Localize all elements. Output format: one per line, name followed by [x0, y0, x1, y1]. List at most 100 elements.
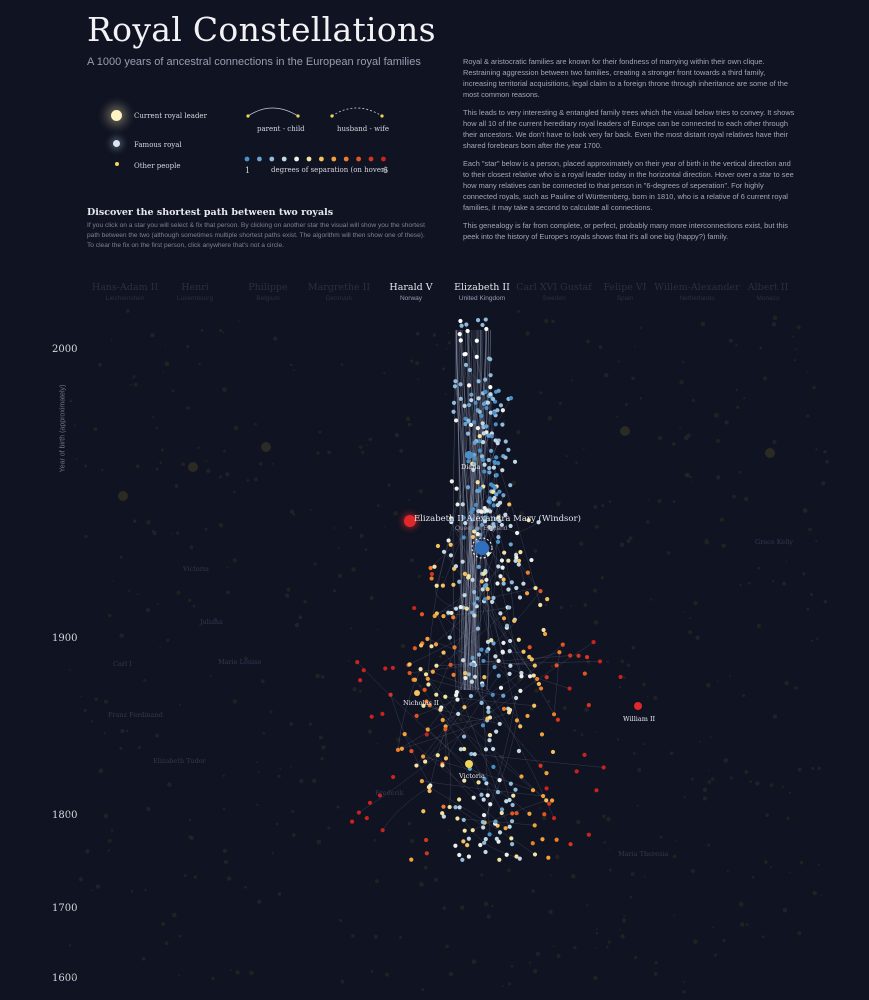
person-star[interactable] — [518, 724, 523, 729]
person-star[interactable] — [560, 642, 565, 647]
background-person-star[interactable] — [333, 527, 336, 529]
background-person-star[interactable] — [373, 838, 377, 842]
person-star[interactable] — [508, 396, 514, 401]
person-star[interactable] — [491, 410, 497, 416]
background-person-star[interactable] — [716, 438, 720, 443]
person-star[interactable] — [430, 669, 435, 674]
person-star[interactable] — [492, 664, 497, 670]
person-star[interactable] — [470, 828, 475, 833]
person-star[interactable] — [591, 639, 596, 645]
background-person-star[interactable] — [405, 416, 411, 422]
person-star[interactable] — [483, 849, 488, 855]
background-person-star[interactable] — [315, 673, 320, 679]
background-royal-star[interactable] — [261, 442, 271, 452]
person-star[interactable] — [463, 521, 468, 526]
person-star[interactable] — [506, 587, 511, 592]
background-person-star[interactable] — [533, 549, 538, 553]
background-person-star[interactable] — [119, 746, 123, 750]
background-person-star[interactable] — [683, 435, 689, 441]
background-person-star[interactable] — [455, 393, 458, 396]
person-star[interactable] — [458, 318, 463, 324]
person-star[interactable] — [508, 483, 513, 488]
background-person-star[interactable] — [222, 387, 227, 393]
background-person-star[interactable] — [672, 442, 676, 446]
person-star[interactable] — [531, 673, 536, 678]
background-person-star[interactable] — [352, 687, 357, 692]
person-star[interactable] — [476, 652, 482, 657]
background-person-star[interactable] — [556, 953, 561, 958]
person-star[interactable] — [493, 422, 498, 427]
background-person-star[interactable] — [150, 332, 155, 338]
background-person-star[interactable] — [631, 376, 635, 381]
person-star[interactable] — [440, 717, 445, 723]
background-person-star[interactable] — [714, 413, 719, 418]
person-star[interactable] — [481, 401, 487, 407]
background-person-star[interactable] — [143, 678, 147, 682]
background-person-star[interactable] — [619, 542, 625, 547]
background-person-star[interactable] — [232, 558, 237, 563]
background-person-star[interactable] — [742, 694, 745, 697]
background-person-star[interactable] — [399, 732, 402, 735]
background-person-star[interactable] — [622, 676, 626, 679]
background-person-star[interactable] — [682, 360, 685, 364]
background-person-star[interactable] — [160, 448, 164, 452]
background-person-star[interactable] — [545, 603, 548, 607]
background-person-star[interactable] — [782, 907, 788, 913]
person-star[interactable] — [508, 638, 513, 644]
background-person-star[interactable] — [223, 449, 226, 453]
background-person-star[interactable] — [101, 468, 104, 472]
person-star[interactable] — [487, 733, 493, 738]
background-person-star[interactable] — [785, 560, 788, 563]
background-person-star[interactable] — [243, 656, 248, 661]
person-star[interactable] — [547, 801, 552, 806]
background-person-star[interactable] — [255, 761, 258, 764]
person-star[interactable] — [424, 732, 429, 737]
person-star[interactable] — [532, 703, 537, 708]
person-star[interactable] — [461, 817, 466, 823]
person-star[interactable] — [514, 585, 519, 591]
background-person-star[interactable] — [771, 580, 775, 583]
background-person-star[interactable] — [157, 602, 159, 605]
person-star[interactable] — [527, 674, 533, 679]
background-person-star[interactable] — [628, 536, 633, 540]
background-person-star[interactable] — [308, 722, 313, 726]
person-star[interactable] — [529, 557, 534, 563]
person-star[interactable] — [361, 668, 366, 673]
background-person-star[interactable] — [606, 660, 610, 664]
person-star[interactable] — [388, 692, 393, 697]
person-star[interactable] — [501, 581, 506, 586]
person-star[interactable] — [544, 675, 549, 680]
background-person-star[interactable] — [529, 706, 534, 711]
background-person-star[interactable] — [683, 796, 686, 799]
background-person-star[interactable] — [271, 462, 274, 465]
person-star[interactable] — [459, 323, 464, 328]
person-star[interactable] — [501, 616, 507, 621]
person-star[interactable] — [458, 747, 464, 752]
person-star[interactable] — [501, 693, 506, 698]
background-person-star[interactable] — [152, 531, 157, 536]
person-star[interactable] — [491, 595, 496, 601]
background-person-star[interactable] — [232, 699, 238, 704]
background-person-star[interactable] — [93, 427, 98, 432]
background-person-star[interactable] — [575, 461, 578, 465]
person-star[interactable] — [498, 574, 503, 579]
background-person-star[interactable] — [723, 758, 729, 763]
background-person-star[interactable] — [806, 607, 810, 611]
background-person-star[interactable] — [72, 974, 77, 979]
person-star[interactable] — [447, 804, 452, 810]
person-star[interactable] — [465, 328, 470, 334]
person-star[interactable] — [466, 459, 471, 464]
background-person-star[interactable] — [211, 976, 215, 981]
background-person-star[interactable] — [442, 906, 447, 911]
person-star[interactable] — [482, 840, 487, 845]
background-person-star[interactable] — [695, 635, 700, 640]
person-star[interactable] — [532, 823, 537, 828]
background-person-star[interactable] — [586, 339, 591, 344]
person-star[interactable] — [434, 692, 439, 697]
background-person-star[interactable] — [657, 498, 662, 504]
person-star[interactable] — [554, 663, 559, 668]
person-star[interactable] — [507, 502, 512, 507]
person-star[interactable] — [551, 712, 557, 717]
background-person-star[interactable] — [384, 972, 390, 977]
background-person-star[interactable] — [164, 345, 167, 347]
